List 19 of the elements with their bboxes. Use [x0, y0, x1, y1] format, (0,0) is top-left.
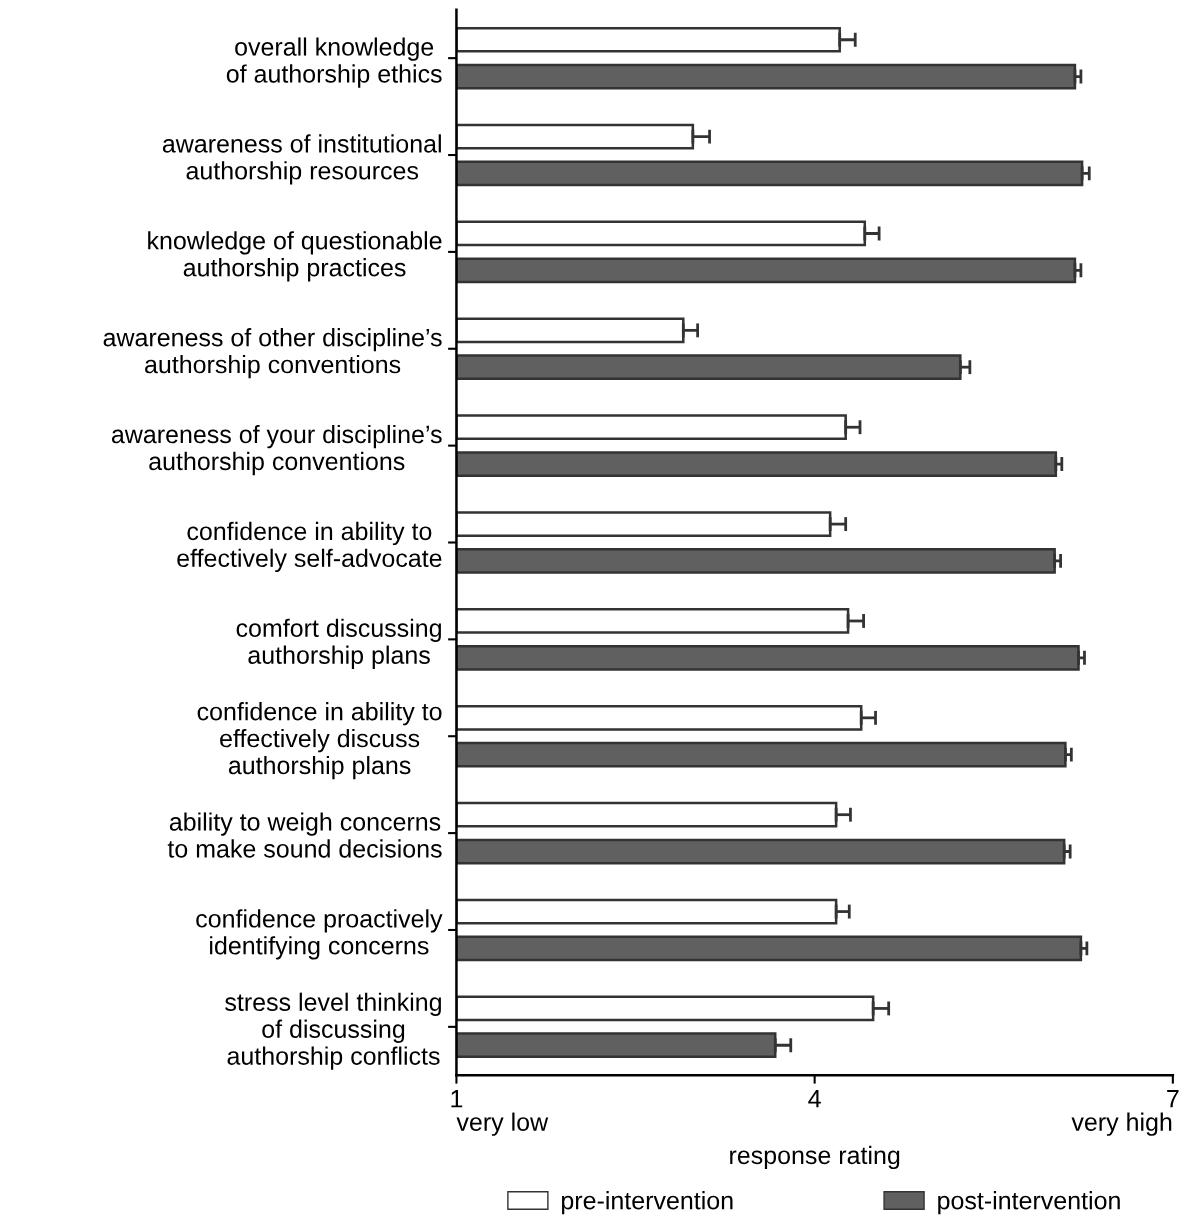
x-tick-label: 4	[808, 1090, 821, 1108]
y-tick-label: knowledge of questionable authorship practices	[148, 231, 442, 282]
y-tick-label: awareness of your discipline’s authorship conventions	[111, 424, 442, 476]
text: very low	[456, 1112, 549, 1136]
legend-label: pre-intervention	[562, 1191, 733, 1215]
y-tick-label: confidence in ability to effectively discuss authorship plans	[197, 702, 442, 780]
x-axis-title: response rating	[730, 1145, 900, 1170]
y-tick-label: confidence proactively identifying concerns	[196, 909, 443, 960]
x-tick-label: 7	[1167, 1090, 1179, 1108]
text: very high	[1071, 1112, 1172, 1136]
y-tick-label: awareness of other discipline’s authorship conventions	[103, 328, 442, 379]
y-tick-label: overall knowledge of authorship ethics	[226, 37, 442, 88]
y-tick-label: confidence in ability to effectively self-advocate	[177, 521, 442, 573]
y-tick-label: comfort discussing authorship plans	[236, 618, 441, 669]
y-tick-label: awareness of institutional authorship resources	[162, 134, 441, 185]
x-tick-label: 1	[451, 1090, 463, 1108]
y-tick-label: stress level thinking of discussing authorship conflicts	[225, 992, 441, 1070]
y-tick-label: ability to weigh concerns to make sound decisions	[167, 812, 442, 858]
legend-label: post-intervention	[938, 1191, 1120, 1215]
